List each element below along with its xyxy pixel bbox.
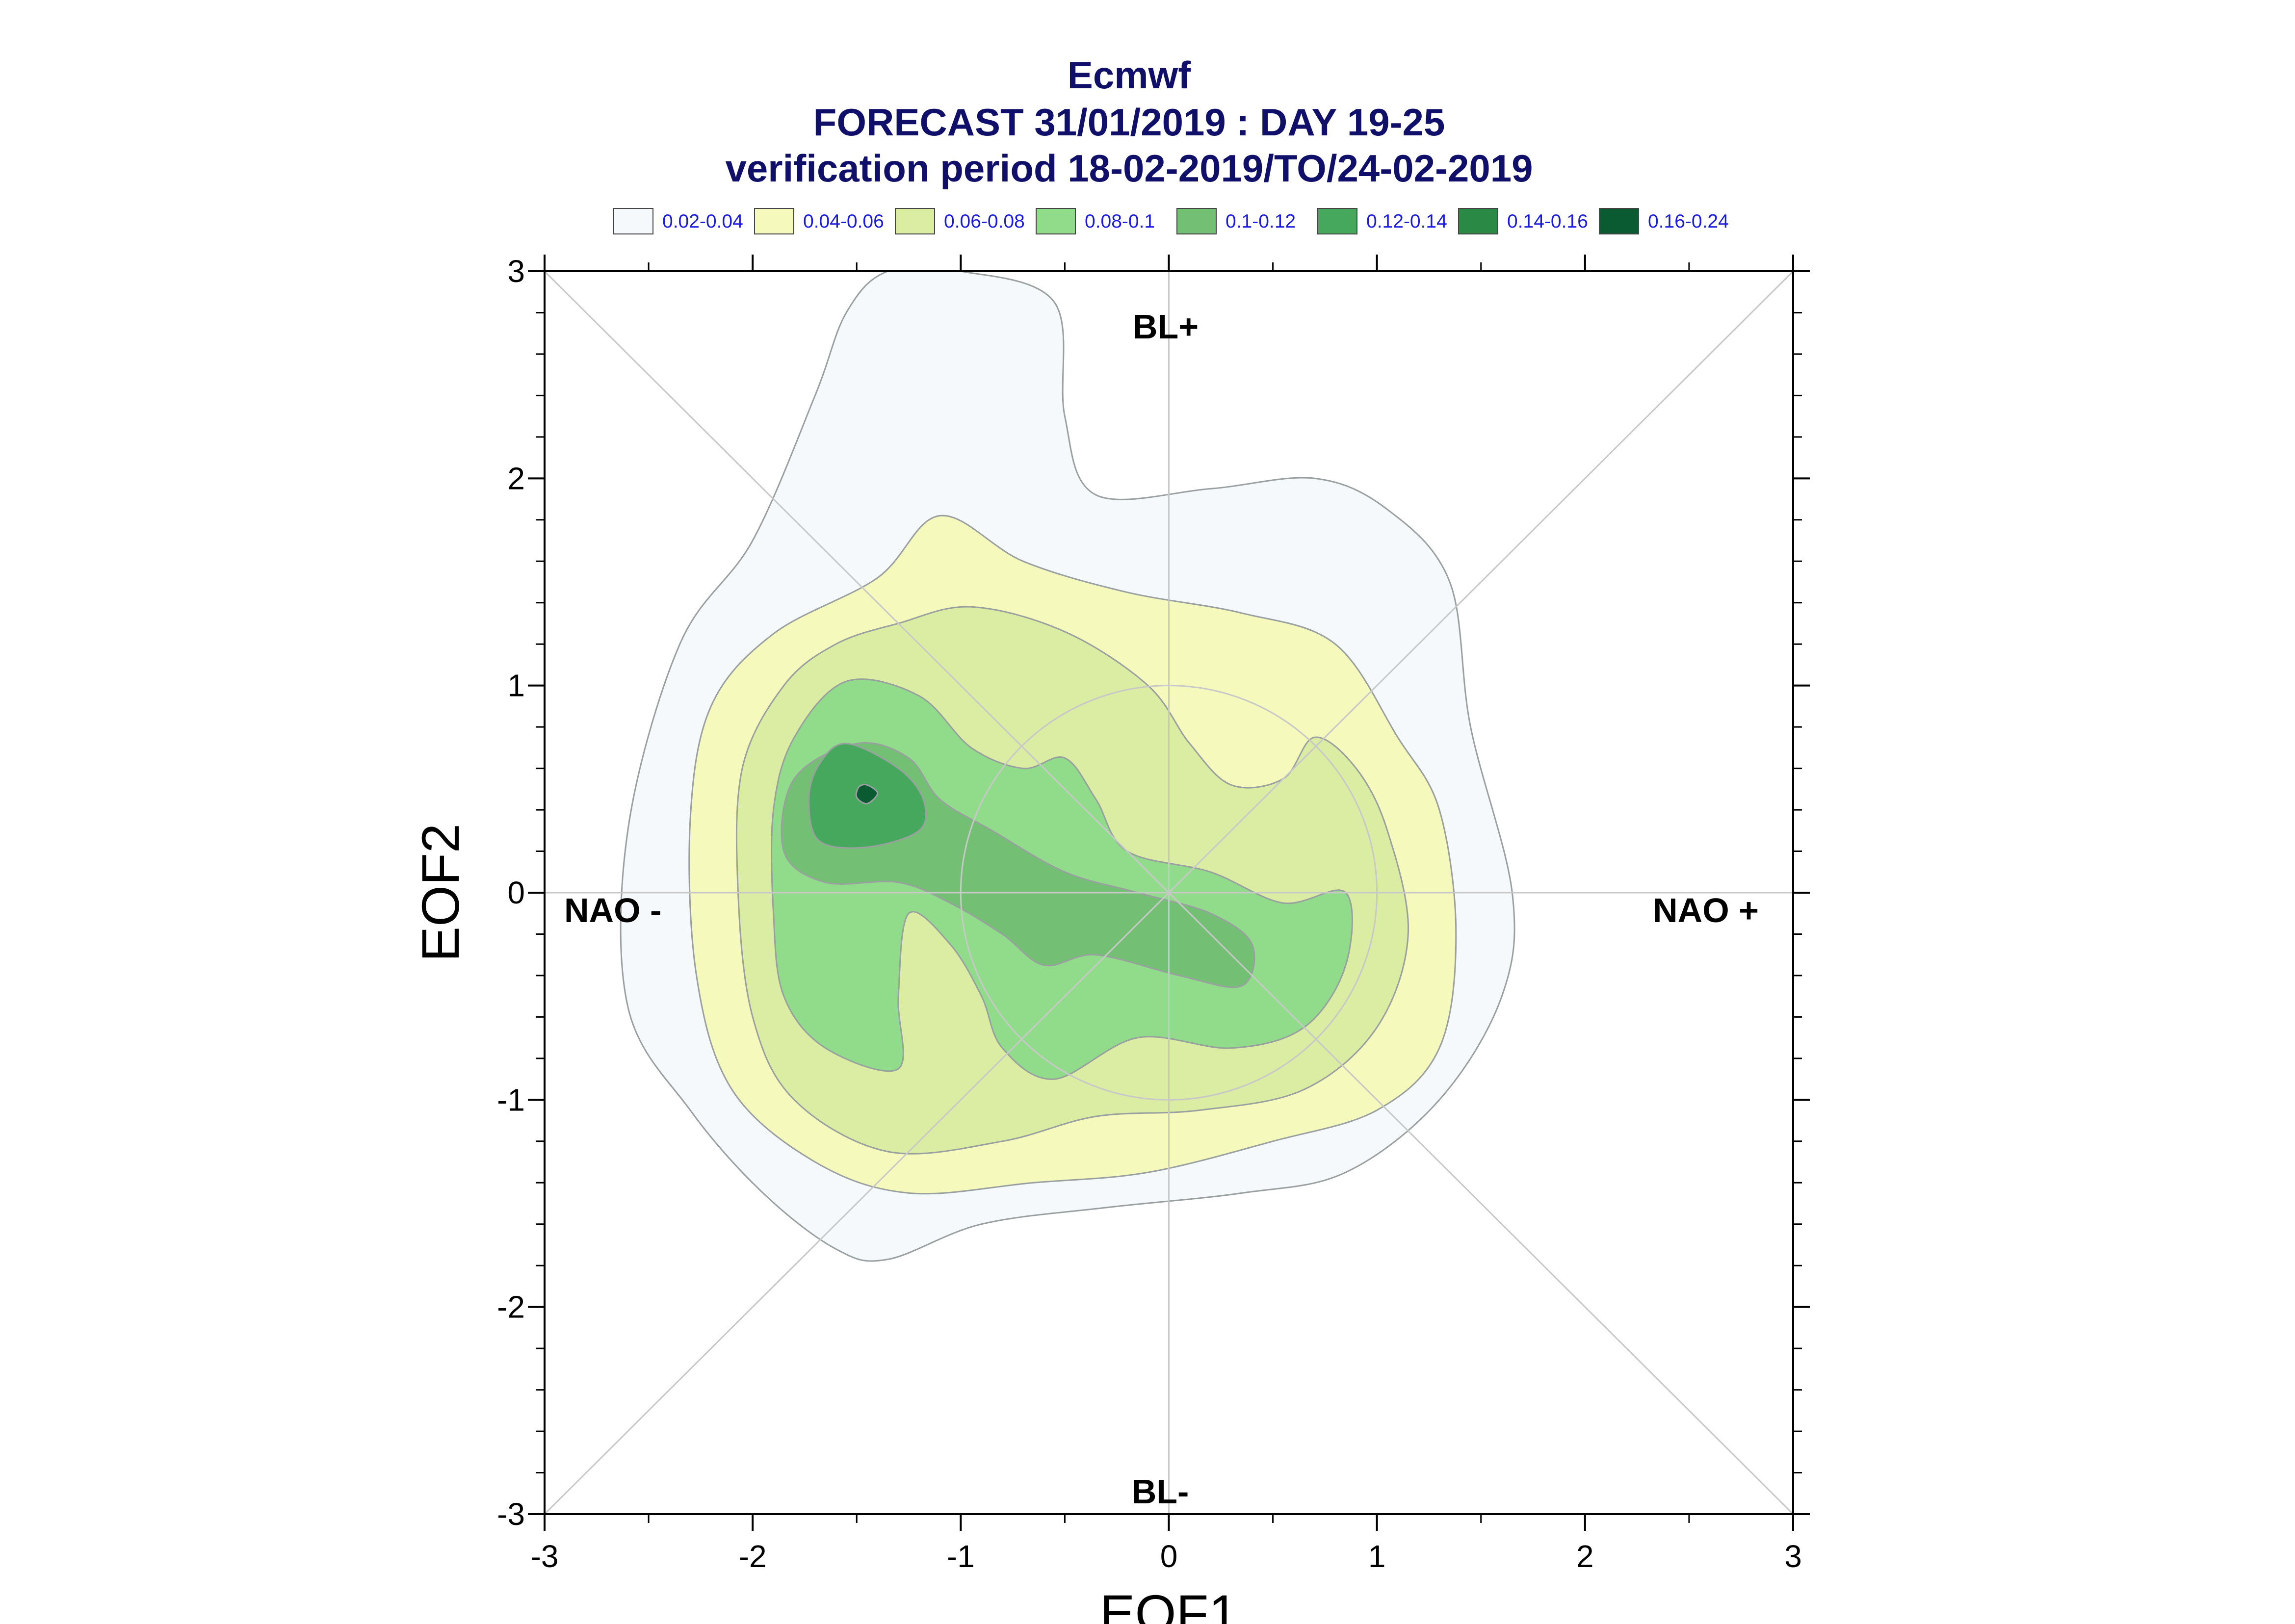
- chart-title: Ecmwf: [1067, 53, 1191, 97]
- y-tick-label: -2: [497, 1289, 525, 1325]
- y-axis-label: EOF2: [411, 824, 470, 962]
- diagonal-line: [544, 270, 1794, 1515]
- legend-swatch: [1458, 208, 1498, 234]
- unit-circle: [960, 685, 1378, 1101]
- legend-swatch: [1176, 208, 1217, 234]
- y-tick-label: 0: [507, 875, 525, 910]
- y-tick-label: -3: [497, 1496, 525, 1532]
- regime-label-bottom: BL-: [1132, 1472, 1189, 1511]
- y-tick-label: 2: [507, 461, 525, 496]
- x-tick-label: 0: [1160, 1539, 1178, 1574]
- legend-swatch: [754, 208, 794, 234]
- y-tick-label: 3: [507, 254, 525, 289]
- legend-swatch: [1599, 208, 1639, 234]
- legend-swatch: [1036, 208, 1076, 234]
- legend-label: 0.14-0.16: [1507, 211, 1588, 232]
- legend-label: 0.06-0.08: [944, 211, 1025, 232]
- y-tick-label: 1: [507, 668, 525, 703]
- legend-label: 0.02-0.04: [662, 211, 743, 232]
- regime-label-right: NAO +: [1653, 891, 1759, 929]
- legend-label: 0.04-0.06: [803, 211, 884, 232]
- regime-label-left: NAO -: [564, 891, 661, 929]
- regime-label-top: BL+: [1133, 308, 1199, 346]
- x-axis-label: EOF1: [1099, 1584, 1238, 1624]
- x-tick-label: 2: [1576, 1539, 1594, 1574]
- legend-label: 0.12-0.14: [1366, 211, 1447, 232]
- legend-swatch: [613, 208, 653, 234]
- x-tick-label: 3: [1784, 1539, 1802, 1574]
- legend-label: 0.1-0.12: [1226, 211, 1296, 232]
- y-tick-label: -1: [497, 1082, 525, 1117]
- chart-period: verification period 18-02-2019/TO/24-02-…: [725, 147, 1533, 190]
- x-tick-label: 1: [1368, 1539, 1386, 1574]
- x-tick-label: -2: [739, 1539, 767, 1574]
- legend-swatch: [895, 208, 935, 234]
- density-contours: [620, 271, 1515, 1262]
- legend-swatch: [1317, 208, 1357, 234]
- chart-subtitle: FORECAST 31/01/2019 : DAY 19-25: [813, 101, 1445, 144]
- x-tick-label: -3: [531, 1539, 559, 1574]
- legend-label: 0.08-0.1: [1085, 211, 1155, 232]
- legend-label: 0.16-0.24: [1648, 211, 1729, 232]
- x-tick-label: -1: [947, 1539, 975, 1574]
- contour-0.16-0.24: [855, 784, 879, 804]
